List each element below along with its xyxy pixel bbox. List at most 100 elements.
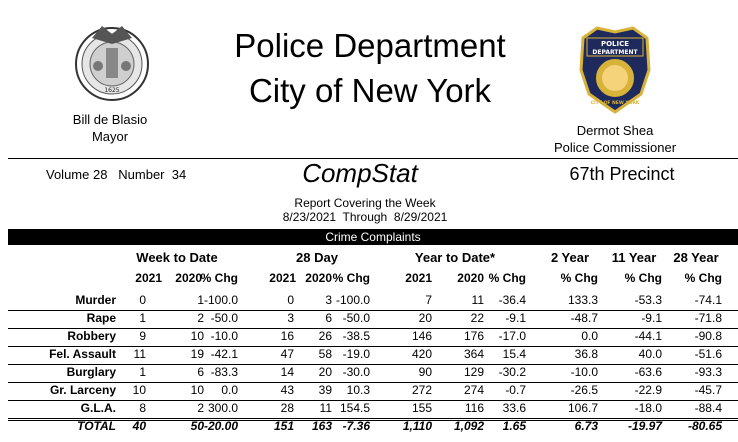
cell-w21: 11 [133,347,146,361]
cell-d20: 11 [319,401,332,415]
row-divider [8,418,738,421]
cell-c2: 133.3 [567,293,598,307]
cell-c2: -10.0 [570,365,598,379]
page-title-line-1: Police Department [234,27,506,64]
commissioner-title: Police Commissioner [553,140,677,155]
cell-d20: 3 [325,293,332,307]
cell-wc: -100.0 [203,293,238,307]
cell-c28: -74.1 [694,293,722,307]
col-week-2021: 2021 [135,271,162,285]
cell-yc: -36.4 [498,293,526,307]
cell-wc: 300.0 [207,401,238,415]
cell-w20: 19 [190,347,204,361]
cell-dc: -19.0 [342,347,370,361]
cell-yc: -17.0 [498,329,526,343]
cell-y21: 1,110 [402,419,432,433]
cell-w20: 10 [190,383,204,397]
cell-c28: -93.3 [694,365,722,379]
cell-w20: 50 [190,419,204,433]
cell-c28: -45.7 [694,383,722,397]
row-divider [8,310,738,311]
cell-y21: 420 [411,347,432,361]
cell-y21: 272 [411,383,432,397]
group-28-day: 28 Day [296,250,338,265]
row-label: Robbery [67,329,116,343]
table-row: Fel. Assault 11 19 -42.1 47 58 -19.0 420 364 15.4… [0,347,738,365]
cell-y20: 274 [463,383,484,397]
police-badge-icon: POLICE DEPARTMENT CITY OF NEW YORK [579,26,651,114]
row-label: G.L.A. [80,401,116,415]
cell-y21: 7 [425,293,432,307]
volume-number: Volume 28 Number 34 [46,167,187,182]
precinct-name: 67th Precinct [569,164,675,184]
cell-y21: 155 [411,401,432,415]
cell-wc: -50.0 [210,311,238,325]
cell-d20: 163 [311,419,332,433]
cell-dc: -100.0 [335,293,370,307]
row-label: Burglary [66,365,116,379]
crime-complaints-banner: Crime Complaints [8,229,738,245]
cell-d21: 3 [287,311,294,325]
col-2yr-chg: % Chg [560,271,598,285]
report-period-label: Report Covering the Week [294,196,436,210]
col-28day-2020: 2020 [305,271,332,285]
col-ytd-2020: 2020 [457,271,484,285]
cell-wc: -20.00 [203,419,238,433]
row-label: TOTAL [77,419,116,433]
cell-w20: 1 [197,293,204,307]
group-year-to-date: Year to Date* [414,250,496,265]
cell-w20: 2 [197,401,204,415]
cell-d21: 16 [280,329,294,343]
row-label: Gr. Larceny [49,383,116,397]
badge-line-2: DEPARTMENT [592,49,638,56]
cell-d20: 6 [325,311,332,325]
cell-w21: 9 [139,329,146,343]
commissioner-name: Dermot Shea [576,123,654,138]
mayor-name: Bill de Blasio [72,112,148,127]
city-seal-icon: 1625 [75,26,149,101]
cell-w20: 6 [197,365,204,379]
cell-w21: 1 [139,311,146,325]
mayor-block: Bill de Blasio Mayor [60,111,160,145]
table-row: Robbery 9 10 -10.0 16 26 -38.5 146 176 -17.0 0.0 -4… [0,329,738,347]
header-divider [8,158,738,159]
cell-dc: -38.5 [342,329,370,343]
row-label: Rape [86,311,116,325]
cell-wc: -42.1 [210,347,238,361]
cell-yc: 15.4 [502,347,526,361]
cell-dc: -50.0 [342,311,370,325]
cell-y20: 364 [463,347,484,361]
cell-c2: 0.0 [581,329,598,343]
total-row: TOTAL 40 50 -20.00 151 163 -7.36 1,110 1,092 1.65… [0,419,738,437]
cell-w21: 1 [139,365,146,379]
cell-w21: 40 [132,419,146,433]
cell-y20: 116 [464,401,484,415]
cell-yc: -9.1 [505,311,526,325]
col-week-chg: % Chg [200,271,238,285]
cell-w21: 8 [139,401,146,415]
cell-c2: 36.8 [574,347,598,361]
cell-c11: -53.3 [634,293,662,307]
cell-c28: -88.4 [694,401,722,415]
cell-d21: 151 [273,419,294,433]
row-label: Murder [75,293,116,307]
cell-d20: 58 [318,347,332,361]
row-divider [8,346,738,347]
cell-c28: -71.8 [694,311,722,325]
commissioner-block: Dermot Shea Police Commissioner [540,122,690,156]
cell-wc: 0.0 [221,383,238,397]
group-11-year: 11 Year [611,250,657,265]
cell-yc: -0.7 [505,383,526,397]
cell-y21: 20 [418,311,432,325]
row-divider [8,328,738,329]
row-divider [8,364,738,365]
cell-dc: 10.3 [346,383,370,397]
cell-yc: 33.6 [502,401,526,415]
cell-c11: 40.0 [638,347,662,361]
cell-wc: -10.0 [210,329,238,343]
cell-c11: -22.9 [634,383,662,397]
table-row: Burglary 1 6 -83.3 14 20 -30.0 90 129 -30.2 -10.0 -… [0,365,738,383]
report-name: CompStat [302,158,418,188]
col-28yr-chg: % Chg [684,271,722,285]
cell-yc: -30.2 [498,365,526,379]
